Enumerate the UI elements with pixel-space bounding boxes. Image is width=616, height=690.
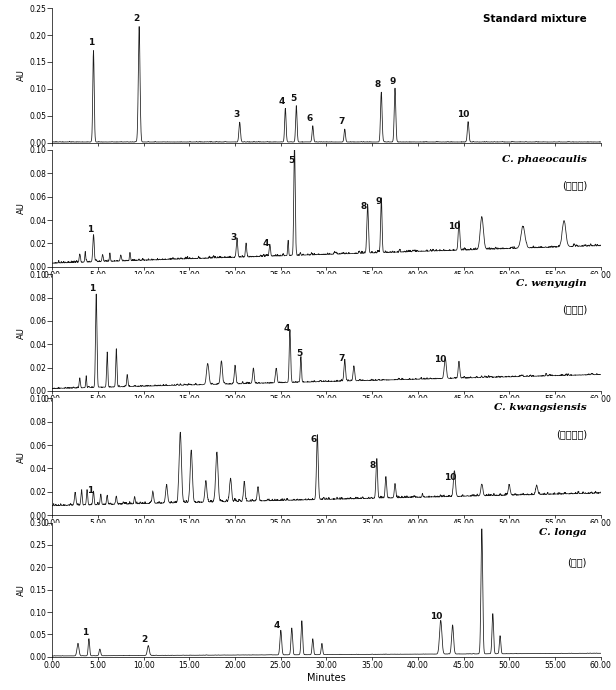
Text: 6: 6 [310, 435, 317, 444]
Y-axis label: AU: AU [17, 202, 26, 215]
Text: 1: 1 [87, 38, 94, 47]
Text: 1: 1 [82, 628, 88, 637]
Text: (봉아출): (봉아출) [562, 180, 587, 190]
Text: 3: 3 [230, 233, 237, 242]
Text: 4: 4 [283, 324, 290, 333]
Text: 10: 10 [444, 473, 456, 482]
Text: 4: 4 [274, 620, 280, 629]
Y-axis label: AU: AU [17, 326, 26, 339]
Text: 10: 10 [430, 611, 442, 620]
Text: C. longa: C. longa [539, 528, 587, 537]
Text: 8: 8 [370, 461, 376, 470]
Text: 1: 1 [87, 486, 93, 495]
Text: 10: 10 [457, 110, 470, 119]
Text: 4: 4 [278, 97, 285, 106]
Text: 10: 10 [434, 355, 447, 364]
Text: 1: 1 [87, 225, 93, 234]
Text: (온울금): (온울금) [562, 304, 587, 315]
X-axis label: Minutes: Minutes [307, 673, 346, 683]
Y-axis label: AU: AU [17, 584, 26, 595]
Text: 5: 5 [289, 156, 295, 165]
Text: 7: 7 [338, 354, 344, 363]
Text: 10: 10 [448, 221, 461, 230]
Text: 4: 4 [263, 239, 269, 248]
Text: 2: 2 [142, 635, 148, 644]
Text: C. phaeocaulis: C. phaeocaulis [502, 155, 587, 164]
Text: 8: 8 [361, 201, 367, 210]
Text: 5: 5 [296, 349, 302, 358]
Text: 6: 6 [307, 115, 313, 124]
Text: 3: 3 [233, 110, 239, 119]
Text: 7: 7 [339, 117, 345, 126]
Y-axis label: AU: AU [17, 70, 26, 81]
Text: 2: 2 [133, 14, 140, 23]
Text: C. wenyugin: C. wenyugin [516, 279, 587, 288]
Text: (광서아출): (광서아출) [556, 428, 587, 439]
Text: 8: 8 [375, 81, 381, 90]
Text: 1: 1 [89, 284, 95, 293]
Text: (강황): (강황) [567, 558, 587, 567]
Text: C. kwangsiensis: C. kwangsiensis [494, 403, 587, 412]
Text: 9: 9 [389, 77, 395, 86]
Y-axis label: AU: AU [17, 451, 26, 463]
Text: Standard mixture: Standard mixture [483, 14, 587, 23]
Text: 5: 5 [291, 94, 297, 103]
Text: 9: 9 [375, 197, 382, 206]
